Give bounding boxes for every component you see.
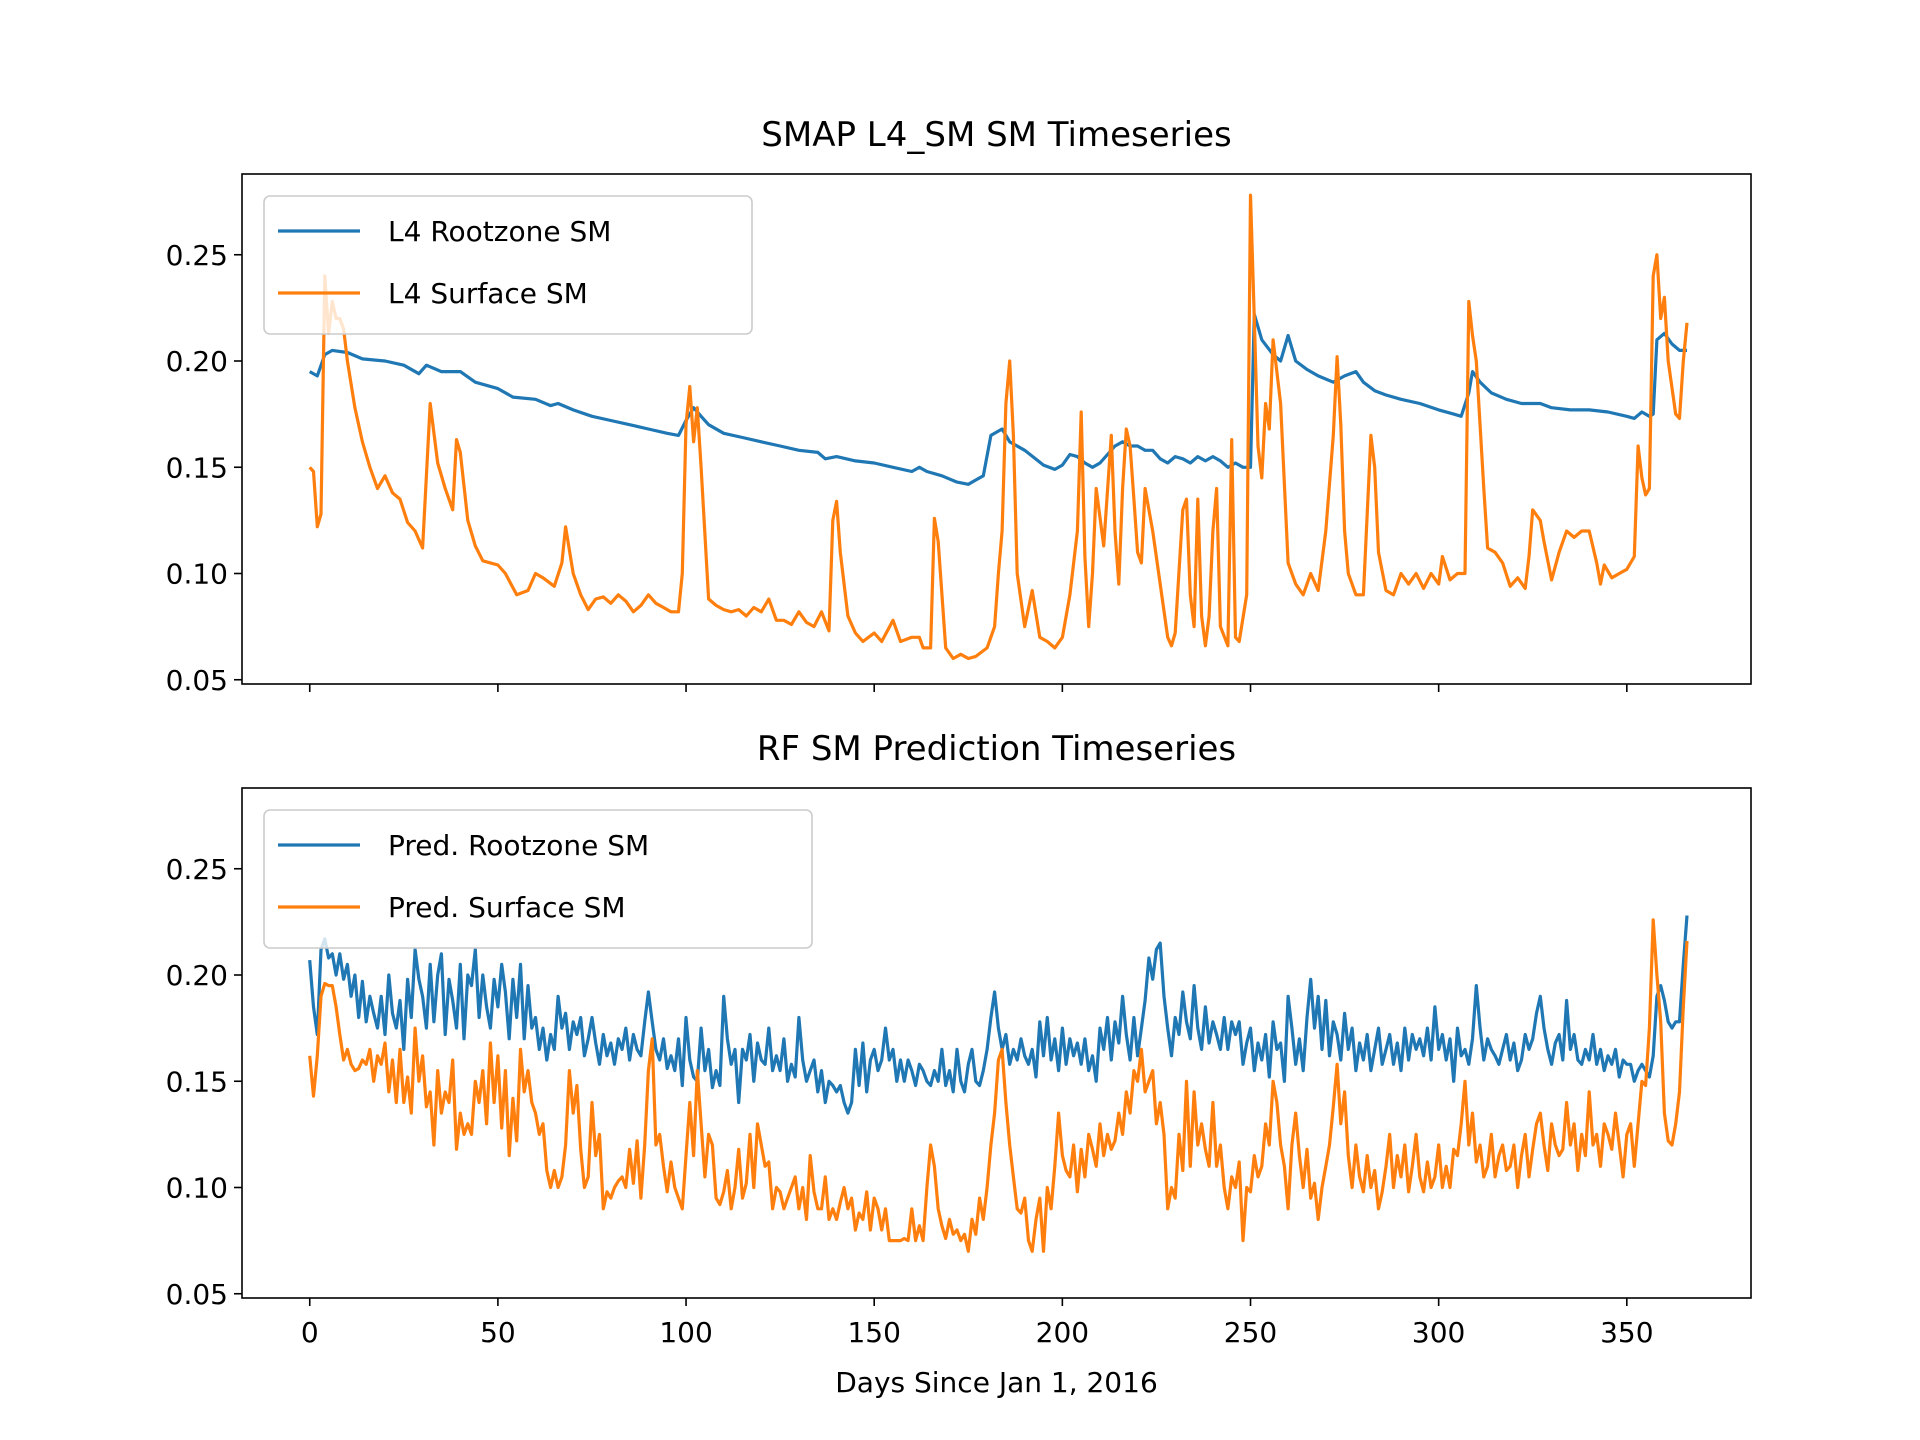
series-line-l4-rootzone-sm <box>308 312 1687 486</box>
series-line-l4-surface-sm <box>308 193 1689 661</box>
x-tick-label: 100 <box>659 1316 712 1349</box>
y-tick-label: 0.15 <box>166 1065 228 1098</box>
y-tick-label: 0.05 <box>166 664 228 697</box>
series-line-pred-rootzone-sm <box>308 915 1689 1115</box>
y-tick-label: 0.10 <box>166 558 228 591</box>
x-tick-label: 50 <box>480 1316 516 1349</box>
y-tick-label: 0.05 <box>166 1278 228 1311</box>
series-line-pred-surface-sm <box>308 918 1689 1253</box>
legend: Pred. Rootzone SM Pred. Surface SM <box>263 809 813 949</box>
y-tick-label: 0.20 <box>166 345 228 378</box>
y-tick-label: 0.25 <box>166 853 228 886</box>
x-tick-label: 150 <box>847 1316 900 1349</box>
legend-box <box>263 809 813 949</box>
chart-title: RF SM Prediction Timeseries <box>757 729 1236 769</box>
chart-title: SMAP L4_SM SM Timeseries <box>761 115 1231 155</box>
y-tick-label: 0.25 <box>166 239 228 272</box>
y-tick-label: 0.10 <box>166 1172 228 1205</box>
y-tick-label: 0.20 <box>166 959 228 992</box>
y-tick-label: 0.15 <box>166 451 228 484</box>
plot-frame <box>241 173 1752 685</box>
subplot-2: RF SM Prediction Timeseries 0.05 0.10 0.15 0… <box>166 729 1752 1399</box>
x-tick-label: 200 <box>1036 1316 1089 1349</box>
x-tick-label: 350 <box>1600 1316 1653 1349</box>
subplot-1: SMAP L4_SM SM Timeseries 0.05 0.10 0.15 0.20… <box>166 115 1752 697</box>
legend-box <box>263 195 753 335</box>
x-tick-label: 250 <box>1224 1316 1277 1349</box>
legend: L4 Rootzone SM L4 Surface SM <box>263 195 753 335</box>
legend-label: Pred. Rootzone SM <box>388 829 649 862</box>
legend-label: Pred. Surface SM <box>388 891 626 924</box>
x-tick-label: 0 <box>301 1316 319 1349</box>
x-tick-label: 300 <box>1412 1316 1465 1349</box>
legend-label: L4 Surface SM <box>388 277 588 310</box>
plot-frame <box>241 787 1752 1299</box>
x-axis-label: Days Since Jan 1, 2016 <box>835 1366 1158 1399</box>
legend-label: L4 Rootzone SM <box>388 215 611 248</box>
